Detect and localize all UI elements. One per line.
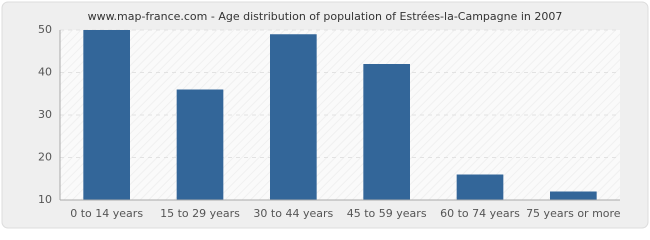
chart-title: www.map-france.com - Age distribution of… [88, 10, 563, 23]
y-tick-label: 50 [38, 23, 52, 36]
chart: www.map-france.com - Age distribution of… [1, 1, 649, 229]
x-tick-label: 45 to 59 years [347, 207, 427, 220]
bar [550, 191, 597, 200]
y-tick-label: 30 [38, 108, 52, 121]
bar [83, 30, 130, 200]
bar [176, 89, 224, 200]
x-tick-label: 75 years or more [526, 207, 621, 220]
bar [456, 174, 504, 200]
bar [363, 64, 410, 200]
bar [270, 34, 317, 200]
x-tick-label: 60 to 74 years [440, 207, 520, 220]
y-tick-label: 40 [38, 66, 52, 79]
x-tick-label: 0 to 14 years [70, 207, 143, 220]
x-tick-label: 15 to 29 years [160, 207, 240, 220]
y-tick-label: 20 [38, 151, 52, 164]
y-tick-label: 10 [38, 193, 52, 206]
x-tick-label: 30 to 44 years [253, 207, 333, 220]
